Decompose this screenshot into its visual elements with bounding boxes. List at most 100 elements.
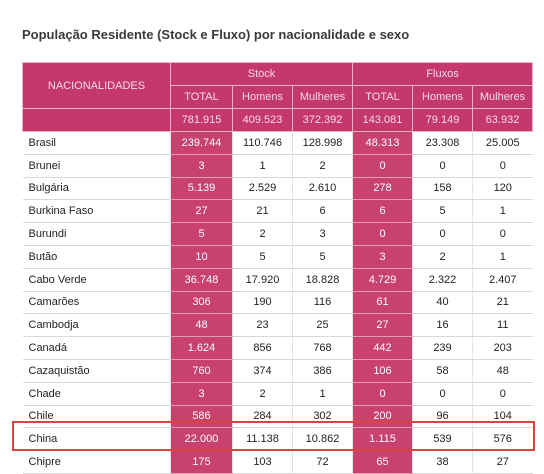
value-cell: 17.920 xyxy=(232,268,293,292)
totals-row: 781.915 409.523 372.392 143.081 79.149 63.932 xyxy=(22,108,533,132)
nationality-cell: Canadá xyxy=(22,336,171,360)
column-header: Mulheres xyxy=(292,85,353,109)
value-cell: 36.748 xyxy=(170,268,233,292)
value-cell: 3 xyxy=(292,222,353,246)
nationality-cell: Butão xyxy=(22,245,171,269)
nationality-cell: Brasil xyxy=(22,131,171,155)
value-cell: 0 xyxy=(412,382,473,406)
table-title: População Residente (Stock e Fluxo) por … xyxy=(22,27,410,42)
value-cell: 116 xyxy=(292,291,353,315)
value-cell: 5 xyxy=(412,199,473,224)
column-header: Homens xyxy=(232,85,293,109)
data-table: NACIONALIDADES Stock Fluxos TOTAL Homens Mulh… xyxy=(22,62,533,474)
value-cell: 306 xyxy=(170,291,233,315)
nationality-cell: Burundi xyxy=(22,222,171,246)
value-cell: 38 xyxy=(412,450,473,474)
table-row: Cazaquistão 760 374 386 106 58 48 xyxy=(22,359,533,383)
column-header: TOTAL xyxy=(352,85,413,109)
value-cell: 3 xyxy=(170,154,233,178)
value-cell: 1 xyxy=(232,154,293,178)
nationality-cell: Cambodja xyxy=(22,313,171,338)
nationality-cell: Cabo Verde xyxy=(22,268,171,292)
value-cell: 278 xyxy=(352,177,413,201)
total-cell: 372.392 xyxy=(292,108,353,132)
value-cell: 175 xyxy=(170,450,233,474)
total-cell: 781.915 xyxy=(170,108,233,132)
value-cell: 386 xyxy=(292,359,353,383)
value-cell: 25.005 xyxy=(472,131,533,155)
value-cell: 3 xyxy=(352,245,413,269)
value-cell: 5 xyxy=(292,245,353,269)
total-cell: 63.932 xyxy=(472,108,533,132)
header-row: NACIONALIDADES Stock Fluxos xyxy=(22,62,533,109)
column-header: Homens xyxy=(412,85,473,109)
table-header: NACIONALIDADES Stock Fluxos TOTAL Homens Mulh… xyxy=(22,62,533,132)
table-body: Brasil 239.744 110.746 128.998 48.313 23.308 2… xyxy=(22,131,533,474)
value-cell: 2.529 xyxy=(232,177,293,201)
value-cell: 110.746 xyxy=(232,131,293,155)
value-cell: 203 xyxy=(472,336,533,360)
value-cell: 48.313 xyxy=(352,131,413,155)
value-cell: 10 xyxy=(170,245,233,269)
column-header: Mulheres xyxy=(472,85,533,109)
value-cell: 25 xyxy=(292,313,353,338)
value-cell: 0 xyxy=(352,382,413,406)
value-cell: 0 xyxy=(352,222,413,246)
table-row: Bulgária 5.139 2.529 2.610 278 158 120 xyxy=(22,177,533,201)
value-cell: 27 xyxy=(352,313,413,338)
value-cell: 158 xyxy=(412,177,473,201)
value-cell: 2 xyxy=(232,222,293,246)
table-row: Butão 10 5 5 3 2 1 xyxy=(22,245,533,269)
nationality-cell: Camarões xyxy=(22,291,171,315)
value-cell: 61 xyxy=(352,291,413,315)
value-cell: 0 xyxy=(352,154,413,178)
nationality-cell: Burkina Faso xyxy=(22,199,171,224)
value-cell: 106 xyxy=(352,359,413,383)
group-column-header: NACIONALIDADES xyxy=(22,62,171,109)
value-cell: 0 xyxy=(412,222,473,246)
value-cell: 1 xyxy=(472,245,533,269)
empty-cell xyxy=(22,108,171,132)
nationality-cell: Cazaquistão xyxy=(22,359,171,383)
total-cell: 143.081 xyxy=(352,108,413,132)
value-cell: 2.407 xyxy=(472,268,533,292)
value-cell: 48 xyxy=(170,313,233,338)
value-cell: 21 xyxy=(472,291,533,315)
table-row: Brunei 3 1 2 0 0 0 xyxy=(22,154,533,178)
value-cell: 4.729 xyxy=(352,268,413,292)
value-cell: 442 xyxy=(352,336,413,360)
value-cell: 23.308 xyxy=(412,131,473,155)
value-cell: 11 xyxy=(472,313,533,338)
value-cell: 22.000 xyxy=(170,427,233,452)
value-cell: 18.828 xyxy=(292,268,353,292)
value-cell: 239 xyxy=(412,336,473,360)
value-cell: 2.610 xyxy=(292,177,353,201)
value-cell: 6 xyxy=(352,199,413,224)
value-cell: 0 xyxy=(472,154,533,178)
value-cell: 2.322 xyxy=(412,268,473,292)
value-cell: 2 xyxy=(412,245,473,269)
nationality-cell: Brunei xyxy=(22,154,171,178)
value-cell: 6 xyxy=(292,199,353,224)
value-cell: 3 xyxy=(170,382,233,406)
value-cell: 1.624 xyxy=(170,336,233,360)
table-row: Burkina Faso 27 21 6 6 5 1 xyxy=(22,199,533,224)
value-cell: 856 xyxy=(232,336,293,360)
table-row: Camarões 306 190 116 61 40 21 xyxy=(22,291,533,315)
group-header: Stock xyxy=(170,62,353,86)
value-cell: 768 xyxy=(292,336,353,360)
table-row: Chipre 175 103 72 65 38 27 xyxy=(22,450,533,474)
value-cell: 5 xyxy=(170,222,233,246)
value-cell: 40 xyxy=(412,291,473,315)
group-header: Fluxos xyxy=(352,62,533,86)
value-cell: 120 xyxy=(472,177,533,201)
value-cell: 1 xyxy=(472,199,533,224)
value-cell: 0 xyxy=(472,382,533,406)
value-cell: 760 xyxy=(170,359,233,383)
value-cell: 2 xyxy=(232,382,293,406)
table-row: Cabo Verde 36.748 17.920 18.828 4.729 2.322 2.… xyxy=(22,268,533,292)
table-row: Canadá 1.624 856 768 442 239 203 xyxy=(22,336,533,360)
value-cell: 27 xyxy=(170,199,233,224)
nationality-cell: Chipre xyxy=(22,450,171,474)
value-cell: 374 xyxy=(232,359,293,383)
